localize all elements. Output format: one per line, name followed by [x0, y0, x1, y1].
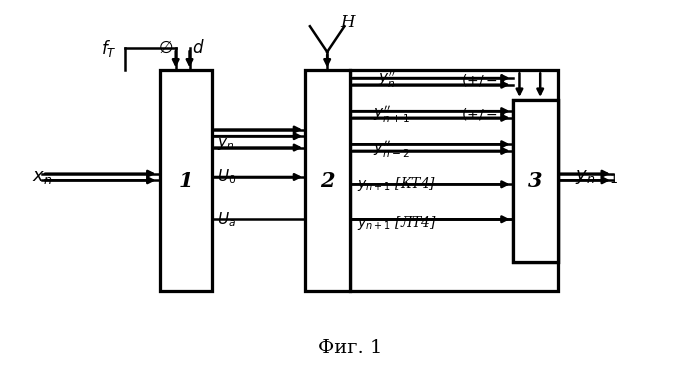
Text: 3: 3 — [528, 171, 542, 191]
Text: $d$: $d$ — [193, 39, 205, 57]
Bar — [160, 70, 211, 291]
Text: Фиг. 1: Фиг. 1 — [318, 339, 382, 357]
Text: 2: 2 — [321, 171, 335, 191]
Text: $y_n$: $y_n$ — [217, 136, 234, 152]
Bar — [350, 70, 557, 291]
Text: $\emptyset$: $\emptyset$ — [158, 40, 173, 57]
Text: $y_{n+1}$ [КТ4]: $y_{n+1}$ [КТ4] — [357, 175, 436, 193]
Text: $y_n''$: $y_n''$ — [378, 69, 395, 90]
Text: $y_{n+1}$ [ЛТ4]: $y_{n+1}$ [ЛТ4] — [357, 214, 437, 232]
Text: $U_a$: $U_a$ — [217, 210, 236, 229]
Text: $(+/-)$: $(+/-)$ — [461, 71, 505, 88]
Text: $x_n$: $x_n$ — [32, 168, 52, 186]
Text: $U_0$: $U_0$ — [217, 168, 237, 186]
Bar — [512, 100, 557, 262]
Text: H: H — [340, 14, 355, 31]
Text: $y_{n+1}''$: $y_{n+1}''$ — [373, 104, 410, 125]
Text: $y_{n-2}''$: $y_{n-2}''$ — [373, 139, 410, 160]
Text: $y_{n+1}$: $y_{n+1}$ — [575, 168, 618, 186]
Text: $f_T$: $f_T$ — [101, 38, 117, 59]
Bar — [305, 70, 350, 291]
Text: 3: 3 — [528, 171, 542, 191]
Bar — [512, 100, 557, 262]
Text: $(+/-)$: $(+/-)$ — [461, 106, 505, 123]
Text: 1: 1 — [178, 171, 193, 191]
